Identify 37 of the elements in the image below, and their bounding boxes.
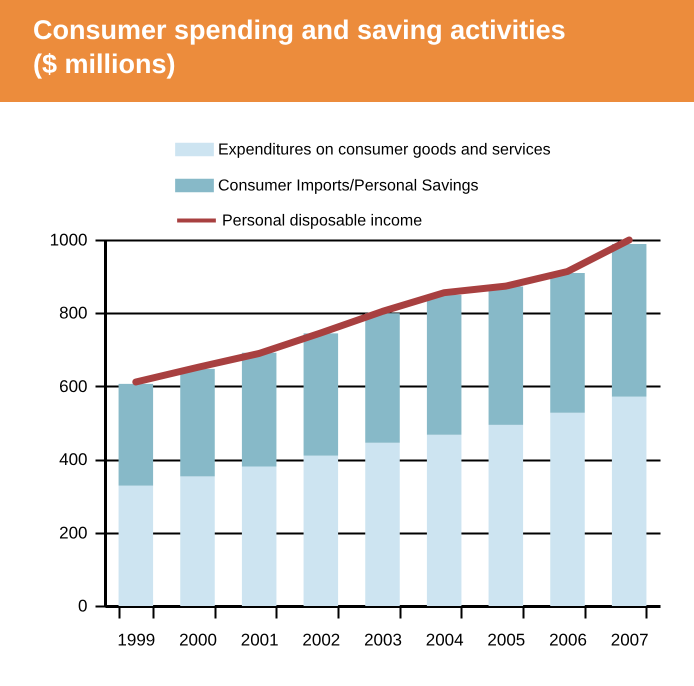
- x-tick-label: 2001: [240, 630, 279, 650]
- x-tick-label: 2003: [364, 630, 402, 650]
- bar: [304, 456, 338, 606]
- bar: [612, 396, 646, 606]
- bar: [488, 424, 524, 606]
- bar: [304, 333, 338, 456]
- x-tick-label: 2005: [487, 630, 526, 650]
- bar: [550, 412, 585, 606]
- bar: [365, 313, 400, 443]
- bar: [365, 442, 400, 606]
- x-tick-label: 2006: [549, 630, 587, 650]
- legend-label: Personal disposable income: [222, 212, 422, 230]
- bar: [242, 352, 276, 467]
- x-tick-label: 2002: [302, 630, 340, 650]
- bar: [118, 486, 154, 606]
- bar: [550, 272, 585, 413]
- bar: [488, 286, 524, 425]
- bar: [180, 476, 215, 606]
- x-tick-label: 2004: [426, 630, 464, 650]
- y-tick-label: 200: [59, 523, 88, 542]
- y-tick-label: 0: [78, 596, 88, 616]
- x-tick-label: 1999: [117, 630, 156, 650]
- y-tick-label: 1000: [50, 230, 88, 250]
- x-tick-label: 2000: [179, 630, 217, 650]
- chart-title: Consumer spending and saving activities ($ millions): [33, 15, 566, 79]
- legend-label: Consumer Imports/Personal Savings: [218, 178, 479, 194]
- bar: [180, 368, 215, 476]
- bar: [426, 294, 462, 435]
- x-tick-label: 2007: [610, 630, 649, 650]
- y-tick-label: 800: [59, 304, 88, 323]
- bar: [426, 434, 462, 606]
- y-tick-label: 400: [59, 450, 88, 470]
- y-tick-label: 600: [59, 376, 88, 396]
- bar: [242, 466, 276, 606]
- bar: [612, 244, 646, 397]
- legend-label: Expenditures on consumer goods and services: [218, 142, 551, 158]
- bar: [118, 384, 154, 486]
